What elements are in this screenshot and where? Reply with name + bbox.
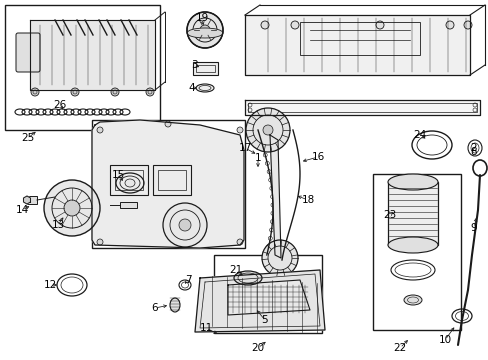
- Text: 6: 6: [151, 303, 158, 313]
- Bar: [214, 255, 321, 333]
- Text: 20: 20: [251, 343, 264, 353]
- Circle shape: [64, 200, 80, 216]
- Circle shape: [97, 239, 103, 245]
- Circle shape: [200, 25, 209, 35]
- Polygon shape: [269, 135, 281, 258]
- Circle shape: [44, 180, 100, 236]
- Text: 15: 15: [111, 170, 124, 180]
- Ellipse shape: [125, 179, 135, 187]
- Ellipse shape: [403, 295, 421, 305]
- Ellipse shape: [234, 271, 262, 285]
- Bar: [92, 120, 244, 248]
- Ellipse shape: [196, 84, 214, 92]
- Circle shape: [237, 127, 243, 133]
- Circle shape: [445, 21, 453, 29]
- Circle shape: [111, 88, 119, 96]
- Text: 3: 3: [190, 60, 197, 70]
- Bar: [115, 170, 142, 190]
- Polygon shape: [244, 100, 479, 115]
- Text: 1: 1: [254, 153, 261, 163]
- Circle shape: [186, 12, 223, 48]
- Bar: [5, 5, 160, 130]
- Bar: [27, 196, 37, 204]
- Text: 17: 17: [238, 143, 251, 153]
- Text: 12: 12: [43, 280, 57, 290]
- Text: 22: 22: [392, 343, 406, 353]
- Bar: [196, 65, 215, 72]
- Polygon shape: [195, 270, 325, 332]
- Circle shape: [164, 121, 171, 127]
- Text: 21: 21: [229, 265, 242, 275]
- Circle shape: [261, 21, 268, 29]
- Circle shape: [71, 88, 79, 96]
- Text: 19: 19: [195, 13, 208, 23]
- Circle shape: [237, 239, 243, 245]
- Text: 2: 2: [470, 143, 476, 153]
- Circle shape: [263, 125, 272, 135]
- Circle shape: [97, 127, 103, 133]
- Circle shape: [262, 240, 297, 276]
- Circle shape: [146, 88, 154, 96]
- Bar: [120, 202, 137, 208]
- Text: 16: 16: [311, 152, 324, 162]
- Text: 24: 24: [412, 130, 426, 140]
- Text: 8: 8: [470, 147, 476, 157]
- Bar: [153, 165, 191, 195]
- Text: 14: 14: [15, 205, 29, 215]
- Polygon shape: [23, 196, 30, 204]
- Text: 18: 18: [301, 195, 314, 205]
- Text: 5: 5: [261, 315, 268, 325]
- Polygon shape: [244, 15, 469, 75]
- Text: 7: 7: [184, 275, 191, 285]
- Polygon shape: [227, 280, 309, 315]
- Polygon shape: [92, 120, 244, 248]
- Ellipse shape: [387, 237, 437, 253]
- Text: 10: 10: [438, 335, 450, 345]
- Text: 25: 25: [21, 133, 35, 143]
- Circle shape: [245, 108, 289, 152]
- Circle shape: [290, 21, 298, 29]
- Circle shape: [163, 203, 206, 247]
- Circle shape: [463, 21, 471, 29]
- Bar: [372, 174, 460, 330]
- Circle shape: [31, 88, 39, 96]
- Text: 23: 23: [383, 210, 396, 220]
- Ellipse shape: [170, 298, 180, 312]
- Ellipse shape: [387, 174, 437, 190]
- Ellipse shape: [186, 28, 223, 38]
- Bar: [110, 165, 148, 195]
- Text: 26: 26: [53, 100, 66, 110]
- FancyBboxPatch shape: [16, 33, 40, 72]
- Bar: [387, 182, 437, 245]
- Text: 11: 11: [199, 323, 212, 333]
- Text: 4: 4: [188, 83, 195, 93]
- Circle shape: [375, 21, 383, 29]
- Text: 9: 9: [470, 223, 476, 233]
- Bar: [299, 22, 419, 55]
- Polygon shape: [30, 20, 155, 90]
- Text: 13: 13: [51, 220, 64, 230]
- Bar: [158, 170, 185, 190]
- Circle shape: [179, 219, 191, 231]
- Bar: [247, 103, 476, 112]
- Bar: [193, 62, 218, 75]
